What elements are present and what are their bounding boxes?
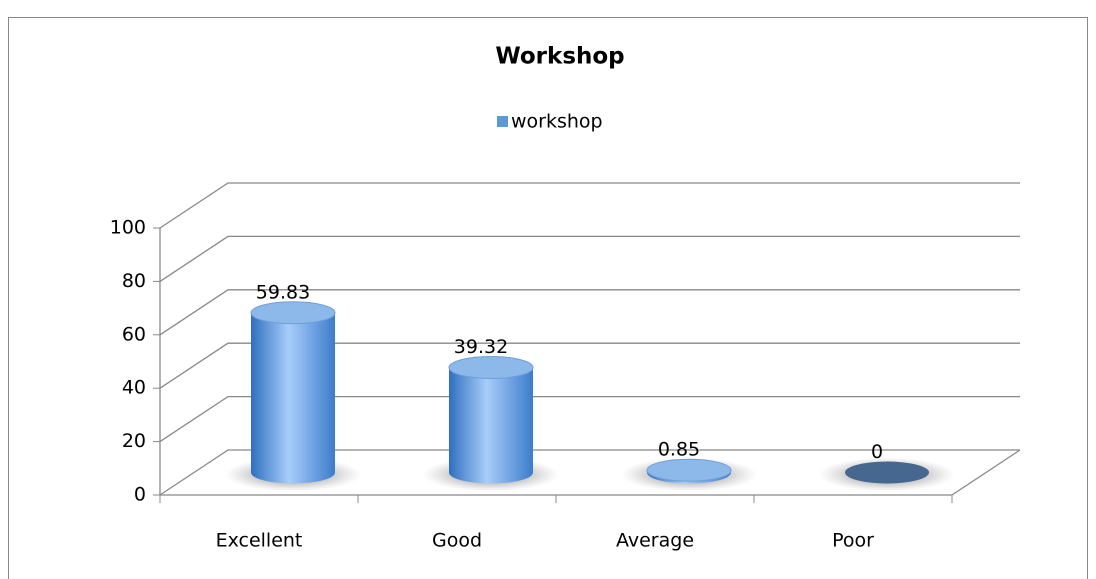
bar-top — [845, 461, 929, 484]
bar-top — [250, 301, 336, 325]
y-tick-label: 60 — [122, 323, 146, 345]
x-tick-label: Excellent — [216, 530, 303, 552]
y-tick-label: 100 — [110, 217, 146, 239]
chart-frame — [8, 17, 1088, 579]
data-label: 0 — [871, 441, 883, 463]
data-label: 0.85 — [658, 439, 700, 461]
grid-line — [159, 449, 1020, 496]
x-tick-label: Average — [616, 530, 694, 552]
grid-line — [159, 182, 1020, 229]
grid-line — [159, 395, 1020, 443]
legend-swatch — [497, 116, 508, 127]
y-tick-label: 0 — [134, 484, 146, 506]
grid-line — [159, 289, 1020, 336]
bar — [449, 367, 533, 484]
legend-label: workshop — [511, 111, 603, 133]
chart-title: Workshop — [495, 44, 624, 70]
data-label: 39.32 — [454, 336, 508, 358]
data-label: 59.83 — [256, 281, 310, 303]
y-tick-label: 40 — [122, 377, 146, 399]
bar-top — [646, 458, 732, 482]
y-tick-label: 80 — [122, 270, 146, 292]
y-tick-label: 20 — [122, 430, 146, 452]
x-tick-label: Poor — [832, 530, 874, 552]
grid-line — [159, 235, 1020, 282]
bar — [251, 312, 335, 484]
x-tick-label: Good — [432, 530, 482, 552]
bar-top — [448, 356, 534, 380]
grid-line — [159, 342, 1020, 389]
